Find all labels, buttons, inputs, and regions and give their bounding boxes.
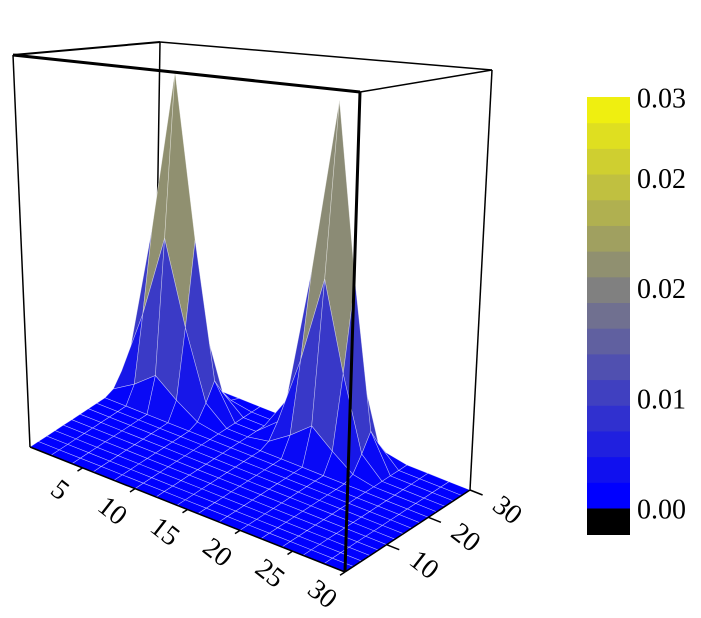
colorbar-band (587, 199, 630, 226)
colorbar-band (587, 251, 630, 278)
colorbar-tick-label: 0.03 (637, 83, 686, 114)
colorbar-band (587, 97, 630, 124)
box-edge (343, 91, 362, 573)
box-edge (12, 53, 361, 94)
x-tick (77, 467, 83, 472)
y-tick-label: 30 (487, 490, 528, 532)
y-tick-label: 10 (403, 544, 444, 586)
colorbar-band (587, 379, 630, 406)
x-tick (129, 488, 136, 493)
colorbar-band (587, 148, 630, 175)
y-tick (386, 543, 400, 551)
y-tick (469, 489, 483, 496)
colorbar-band (587, 430, 630, 458)
y-tick (428, 516, 442, 524)
colorbar-tick-label: 0.01 (637, 384, 686, 415)
colorbar-tick-label: 0.02 (637, 274, 686, 305)
box-edge (469, 69, 493, 491)
colorbar-band (587, 482, 630, 509)
colorbar-band (587, 302, 630, 329)
box-edge (12, 54, 31, 448)
y-tick-label: 20 (445, 517, 486, 559)
x-tick-label: 25 (249, 553, 290, 595)
box-edge (12, 41, 161, 56)
x-tick-label: 10 (92, 490, 133, 532)
colorbar-tick-label: 0.02 (637, 164, 686, 195)
colorbar-band (587, 328, 630, 355)
colorbar-band (587, 456, 630, 483)
colorbar-band (587, 353, 630, 381)
colorbar-band (587, 276, 630, 303)
x-tick-label: 5 (45, 474, 75, 507)
x-tick (234, 529, 241, 535)
x-tick-label: 20 (197, 532, 238, 574)
y-axis (344, 489, 471, 573)
x-tick (287, 550, 293, 556)
x-tick (339, 571, 346, 576)
x-tick (182, 508, 188, 514)
colorbar-band (587, 122, 630, 149)
box-edge (359, 69, 493, 93)
colorbar-band (587, 225, 630, 252)
colorbar-band (587, 174, 630, 201)
x-tick-label: 15 (144, 511, 185, 553)
box-edge (159, 41, 493, 71)
colorbar-band (587, 405, 630, 432)
colorbar-under (587, 508, 630, 535)
x-tick-label: 30 (302, 574, 343, 616)
colorbar-tick-label: 0.00 (637, 494, 686, 525)
